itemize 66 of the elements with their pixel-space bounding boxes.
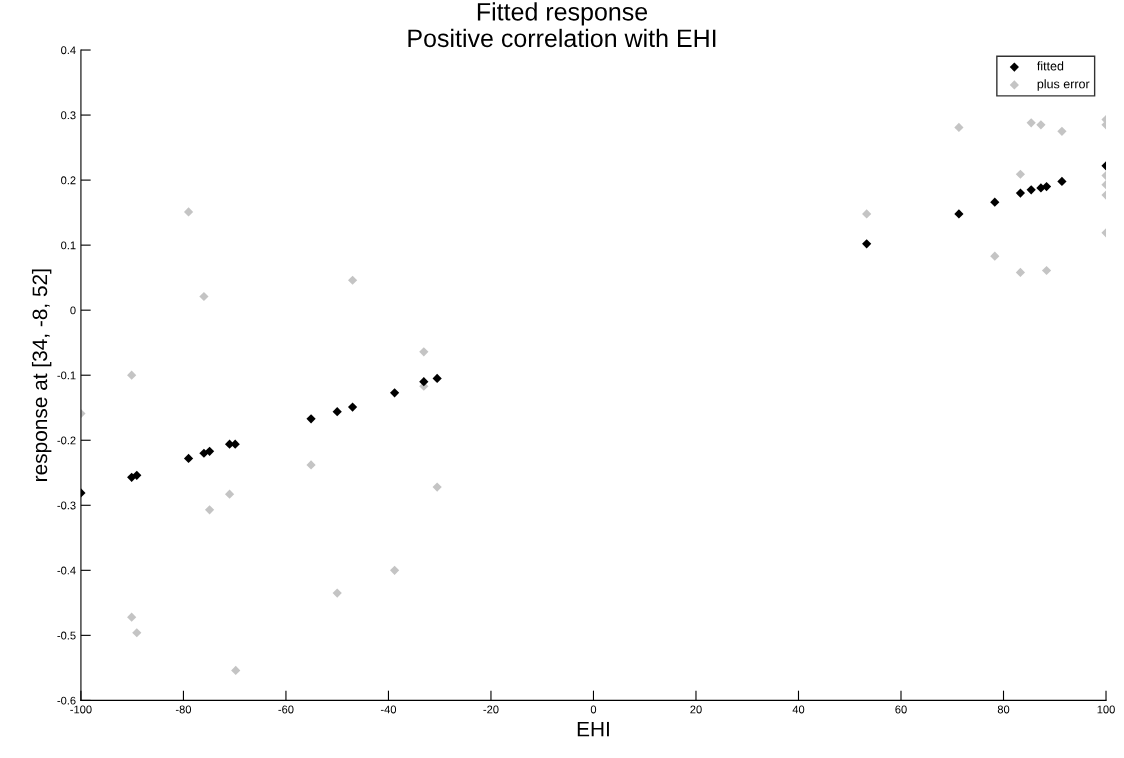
point [1057,126,1067,136]
y-tick-label: -0.4 [57,566,76,575]
point [204,505,215,515]
y-tick-label: 0.2 [61,176,76,185]
point [390,388,400,398]
point [990,197,1000,207]
x-tick-label: -60 [278,705,294,714]
x-tick-label: 20 [690,705,702,714]
y-tick-label: 0.3 [61,111,76,120]
y-tick-label: -0.1 [57,371,76,380]
point [306,414,316,424]
point [1026,118,1036,128]
point [390,565,400,575]
y-tick-label: 0.1 [61,241,76,250]
point [204,446,215,456]
chart-subtitle: Positive correlation with EHI [408,28,716,48]
point [1041,265,1052,276]
x-tick-label: 100 [1097,705,1115,714]
point [1015,169,1026,179]
legend-label: fitted [1037,61,1064,71]
y-tick-label: -0.6 [57,696,76,705]
y-tick-label: -0.5 [57,631,76,640]
point [231,665,241,676]
point [862,239,872,249]
point [224,489,235,499]
point [1026,185,1036,195]
point [347,275,358,285]
point [332,588,342,598]
x-tick-label: 80 [997,705,1010,714]
point [432,373,442,384]
point [199,291,209,302]
point [1015,267,1026,278]
point [183,207,194,217]
point [954,209,964,219]
y-tick-label: 0.4 [61,46,76,55]
y-tick-label: -0.2 [57,436,76,445]
x-tick-label: -100 [70,705,92,714]
x-axis-title: EHI [577,721,609,737]
point [419,347,429,357]
point [132,628,142,638]
point [990,251,1000,261]
legend-label: plus error [1037,79,1090,91]
point [1015,188,1026,198]
x-tick-label: 40 [792,705,805,714]
y-axis-title: response at [34, -8, 52] [31,269,52,481]
x-tick-label: -40 [380,705,397,714]
point [954,122,964,133]
point [127,370,137,380]
x-tick-label: -20 [483,705,499,714]
point [862,209,872,219]
chart-title: Fitted response [477,2,648,26]
point [419,377,429,387]
point [332,407,342,417]
x-tick-label: 0 [590,705,597,714]
x-tick-label: 60 [895,705,907,714]
point [432,482,442,492]
y-tick-label: -0.3 [57,501,76,510]
point [183,453,194,464]
y-tick-label: 0 [70,306,76,315]
point [306,460,316,470]
point [1036,120,1046,130]
point [347,402,358,412]
point [1057,176,1067,187]
point [127,612,137,622]
x-tick-label: -80 [175,705,192,714]
point [132,470,142,480]
